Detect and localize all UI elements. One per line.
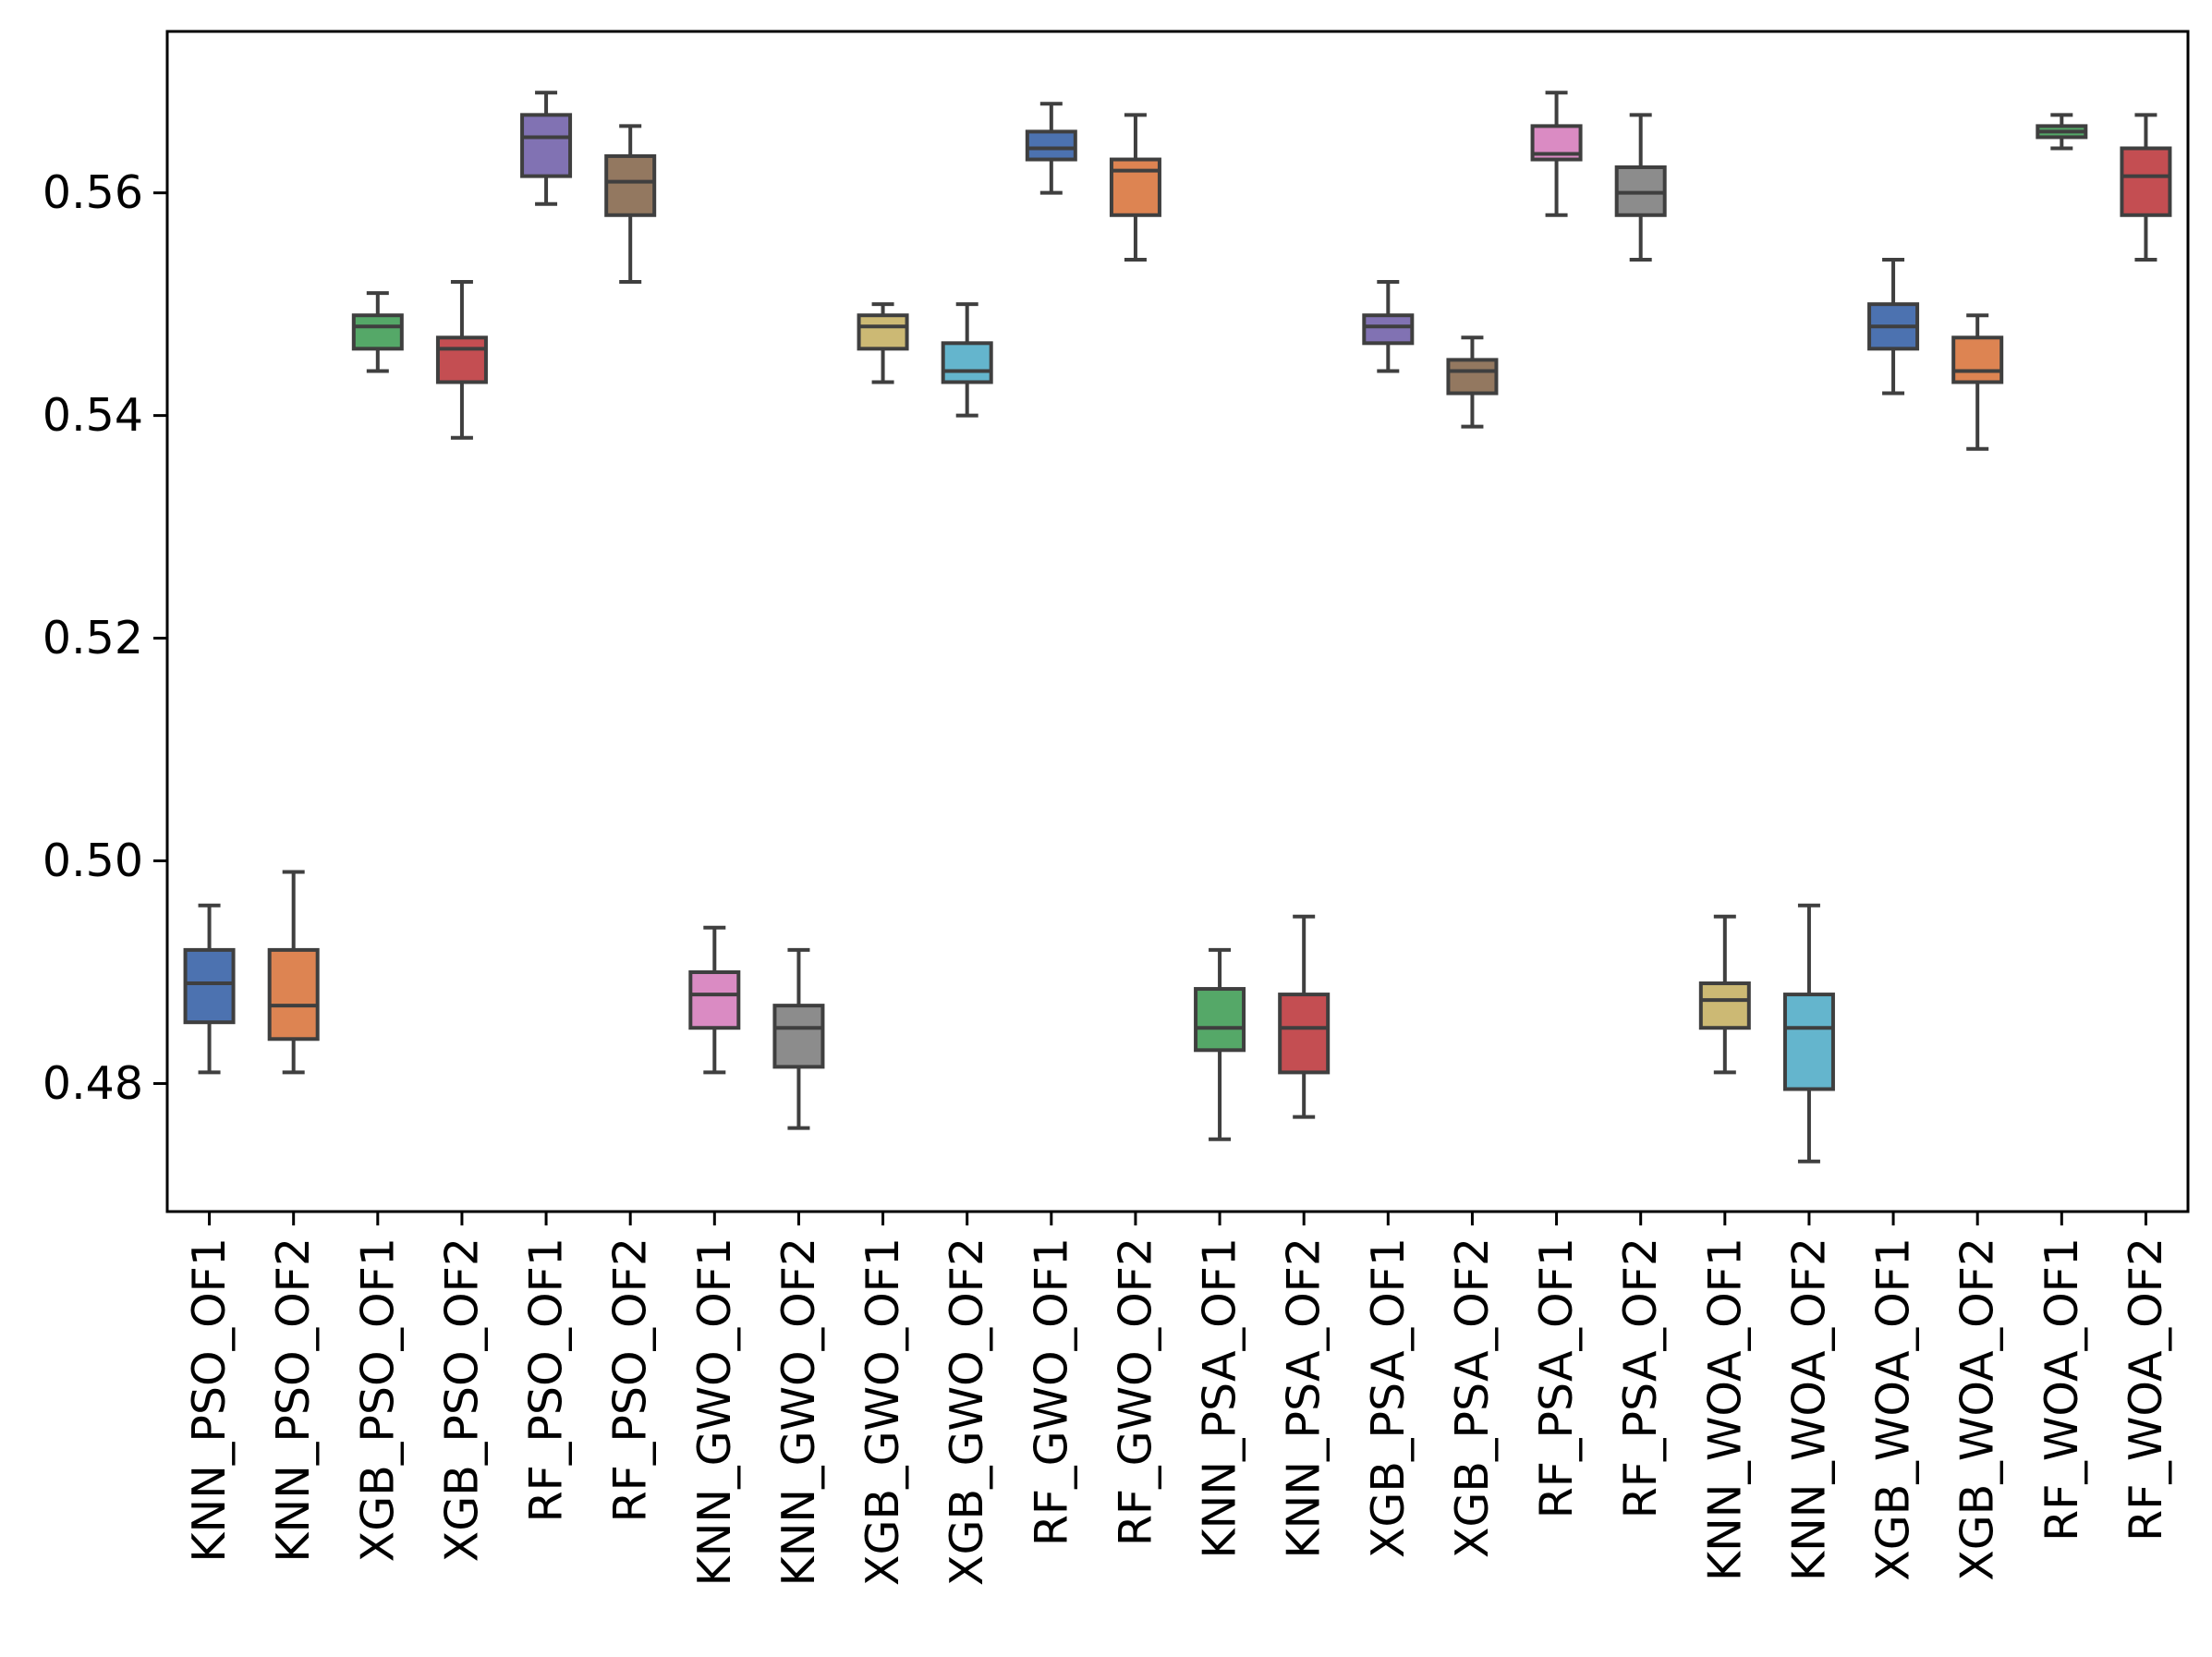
x-tick-label: RF_PSO_OF1 bbox=[520, 1237, 573, 1522]
box-XGB_GWO_OF2 bbox=[941, 302, 993, 418]
y-tick-label: 0.48 bbox=[43, 1057, 143, 1110]
box-RF_PSO_OF2 bbox=[604, 124, 657, 285]
box-body bbox=[520, 113, 573, 178]
box-body bbox=[2120, 146, 2172, 217]
box-body bbox=[1782, 993, 1835, 1091]
box-XGB_WOA_OF1 bbox=[1867, 257, 1920, 396]
box-RF_PSO_OF1 bbox=[520, 91, 573, 206]
box-body bbox=[1025, 129, 1077, 162]
x-tick-label: XGB_GWO_OF1 bbox=[857, 1237, 909, 1586]
x-axis: KNN_PSO_OF1 KNN_PSO_OF2 XGB_PSO_OF1 XGB_PSO… bbox=[183, 1212, 2172, 1586]
box-body bbox=[857, 313, 909, 351]
x-tick-label: XGB_PSA_OF2 bbox=[1446, 1237, 1499, 1558]
box-body bbox=[435, 335, 488, 384]
box-body bbox=[941, 341, 993, 384]
x-tick-label: RF_GWO_OF1 bbox=[1025, 1237, 1077, 1546]
x-tick-label: XGB_GWO_OF2 bbox=[941, 1237, 993, 1586]
box-XGB_WOA_OF2 bbox=[1951, 313, 2004, 451]
box-XGB_PSA_OF1 bbox=[1362, 280, 1415, 373]
box-KNN_WOA_OF2 bbox=[1782, 903, 1835, 1164]
boxes-layer bbox=[183, 91, 2172, 1164]
box-XGB_PSO_OF1 bbox=[351, 291, 404, 373]
y-tick-label: 0.56 bbox=[43, 166, 143, 219]
box-KNN_PSO_OF2 bbox=[267, 870, 320, 1075]
box-RF_PSA_OF2 bbox=[1614, 113, 1667, 262]
x-tick-label: RF_GWO_OF2 bbox=[1109, 1237, 1161, 1546]
x-tick-label: XGB_WOA_OF1 bbox=[1867, 1237, 1920, 1581]
box-KNN_GWO_OF2 bbox=[772, 947, 825, 1130]
box-KNN_GWO_OF1 bbox=[688, 925, 741, 1075]
box-RF_PSA_OF1 bbox=[1530, 91, 1583, 217]
x-tick-label: KNN_GWO_OF2 bbox=[772, 1237, 825, 1586]
box-body bbox=[1698, 981, 1751, 1030]
box-RF_GWO_OF1 bbox=[1025, 102, 1077, 195]
box-RF_GWO_OF2 bbox=[1109, 113, 1161, 262]
box-KNN_PSA_OF1 bbox=[1194, 947, 1246, 1141]
box-body bbox=[772, 1004, 825, 1069]
box-body bbox=[1194, 987, 1246, 1053]
plot-frame bbox=[165, 30, 2190, 1213]
box-KNN_PSO_OF1 bbox=[183, 903, 236, 1075]
x-tick-label: XGB_PSO_OF2 bbox=[435, 1237, 488, 1562]
box-XGB_PSO_OF2 bbox=[435, 280, 488, 440]
x-tick-label: RF_PSA_OF2 bbox=[1614, 1237, 1667, 1518]
x-tick-label: RF_PSO_OF2 bbox=[604, 1237, 657, 1522]
box-body bbox=[267, 947, 320, 1042]
box-body bbox=[1109, 157, 1161, 217]
y-tick-label: 0.52 bbox=[43, 612, 143, 664]
box-body bbox=[1362, 313, 1415, 346]
y-axis: 0.48 0.50 0.52 0.54 0.56 bbox=[43, 166, 167, 1110]
box-XGB_PSA_OF2 bbox=[1446, 335, 1499, 429]
y-tick-label: 0.54 bbox=[43, 389, 143, 442]
box-RF_WOA_OF2 bbox=[2120, 113, 2172, 262]
box-body bbox=[1446, 358, 1499, 396]
x-tick-label: KNN_PSO_OF1 bbox=[183, 1237, 236, 1563]
box-body bbox=[604, 153, 657, 217]
x-tick-label: XGB_WOA_OF2 bbox=[1951, 1237, 2004, 1581]
box-body bbox=[688, 969, 741, 1030]
x-tick-label: KNN_WOA_OF1 bbox=[1698, 1237, 1751, 1581]
x-tick-label: KNN_PSO_OF2 bbox=[267, 1237, 320, 1563]
x-tick-label: KNN_PSA_OF2 bbox=[1278, 1237, 1331, 1558]
x-tick-label: KNN_WOA_OF2 bbox=[1782, 1237, 1835, 1581]
box-body bbox=[183, 947, 236, 1025]
y-tick-label: 0.50 bbox=[43, 835, 143, 887]
box-body bbox=[1278, 993, 1331, 1075]
x-tick-label: RF_WOA_OF2 bbox=[2120, 1237, 2172, 1541]
box-body bbox=[1951, 335, 2004, 384]
box-KNN_WOA_OF1 bbox=[1698, 914, 1751, 1075]
x-tick-label: RF_WOA_OF1 bbox=[2036, 1237, 2088, 1541]
box-XGB_GWO_OF1 bbox=[857, 302, 909, 384]
box-KNN_PSA_OF2 bbox=[1278, 914, 1331, 1119]
x-tick-label: KNN_GWO_OF1 bbox=[688, 1237, 741, 1586]
x-tick-label: KNN_PSA_OF1 bbox=[1194, 1237, 1246, 1558]
box-RF_WOA_OF1 bbox=[2036, 113, 2088, 151]
x-tick-label: RF_PSA_OF1 bbox=[1530, 1237, 1583, 1518]
x-tick-label: XGB_PSA_OF1 bbox=[1362, 1237, 1415, 1558]
box-body bbox=[351, 313, 404, 351]
x-tick-label: XGB_PSO_OF1 bbox=[351, 1237, 404, 1562]
